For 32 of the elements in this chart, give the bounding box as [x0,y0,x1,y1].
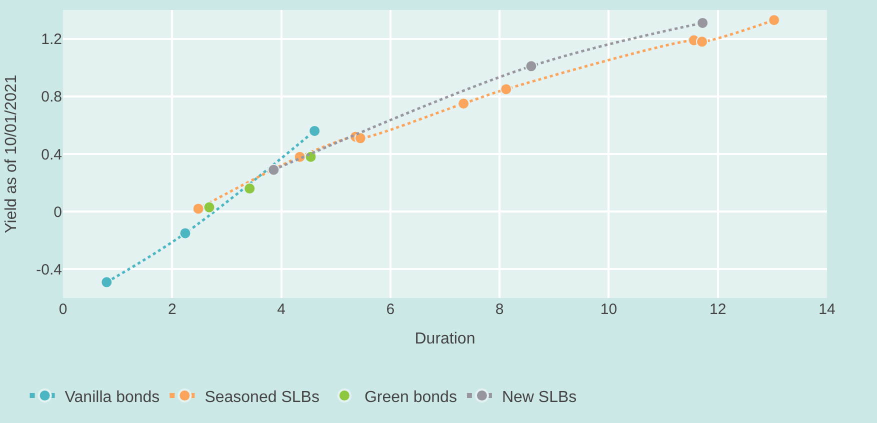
legend-label: Seasoned SLBs [204,388,320,406]
y-tick-label: 0 [54,204,62,221]
y-tick-label: 0.4 [41,146,62,164]
x-tick-label: 4 [277,301,286,318]
point [244,182,256,195]
y-axis-title: Yield as of 10/01/2021 [3,74,20,234]
point [308,124,321,137]
legend-label: New SLBs [502,388,577,406]
point [458,98,470,110]
x-axis-title: Duration [414,330,476,348]
x-tick-label: 14 [818,301,836,318]
x-tick-label: 2 [168,301,176,318]
point [525,60,538,72]
y-tick-label: 0.8 [41,88,62,106]
point [179,227,192,240]
point [696,16,709,29]
x-tick-label: 10 [600,301,618,318]
point [268,164,280,176]
legend-label: Vanilla bonds [64,388,160,406]
point [500,83,512,96]
x-tick-label: 6 [386,301,395,318]
point [696,36,708,48]
legend-label: Green bonds [364,388,457,406]
y-tick-label: -0.4 [36,261,62,278]
y-tick-label: 1.2 [41,31,62,48]
point [100,276,113,288]
x-tick-label: 8 [495,301,504,318]
point [768,14,780,26]
x-tick-label: 12 [710,301,726,318]
point [203,201,216,214]
point [192,202,204,215]
point [354,132,366,144]
